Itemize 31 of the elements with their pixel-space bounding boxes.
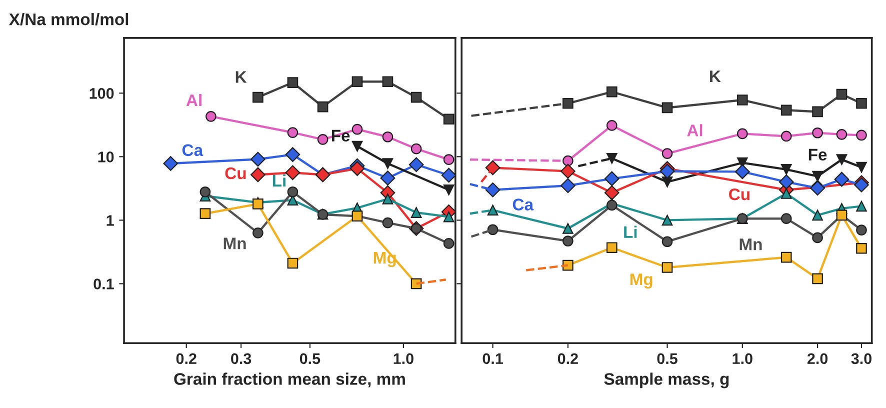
series-label: Li — [272, 174, 286, 187]
y-tick-label: 1 — [106, 215, 114, 226]
x-tick-label: 1.0 — [732, 353, 752, 364]
series-label: Mn — [224, 238, 246, 250]
x-tick-label: 0.2 — [558, 353, 578, 364]
y-tick-label: 0.1 — [94, 278, 114, 290]
x-tick-label: 0.2 — [176, 353, 196, 364]
y-axis-title: X/Na mmol/mol — [9, 13, 128, 26]
series-label: K — [236, 71, 247, 83]
series-label: Ca — [512, 198, 534, 210]
series-label: Fe — [808, 148, 827, 161]
series-label: Ca — [182, 144, 204, 156]
series-label: Mg — [630, 274, 652, 289]
x-tick-label: 3.0 — [851, 353, 872, 364]
series-label: Mn — [740, 238, 762, 250]
series-label: Cu — [225, 167, 246, 180]
x-tick-label: 0.5 — [300, 353, 320, 364]
series-label: K — [710, 70, 721, 82]
series-label: Al — [186, 94, 202, 106]
series-label: Al — [687, 124, 702, 136]
x-axis-title: Sample mass, g — [604, 372, 729, 388]
x-tick-label: 1.0 — [394, 353, 414, 364]
y-tick-label: 100 — [90, 88, 114, 99]
x-tick-label: 0.1 — [482, 353, 503, 364]
x-axis-title: Grain fraction mean size, mm — [174, 372, 405, 388]
x-tick-label: 0.3 — [231, 353, 252, 364]
x-tick-label: 0.5 — [657, 353, 678, 364]
series-label: Cu — [729, 188, 750, 200]
series-label: Li — [624, 226, 637, 238]
y-tick-label: 10 — [98, 152, 114, 162]
x-tick-label: 2.0 — [807, 353, 828, 364]
